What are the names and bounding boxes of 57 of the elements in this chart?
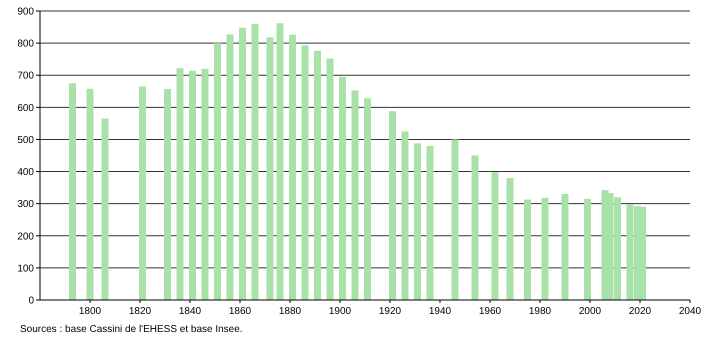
- x-tick-label: 1940: [428, 306, 452, 317]
- y-tick-label: 400: [17, 167, 34, 178]
- bar: [86, 88, 94, 300]
- x-tick-label: 1980: [528, 306, 552, 317]
- x-tick-label: 2020: [628, 306, 652, 317]
- bar: [302, 45, 308, 300]
- x-tick-label: 2040: [678, 306, 702, 317]
- x-tick-label: 1840: [178, 306, 202, 317]
- bar: [402, 131, 408, 300]
- y-tick-label: 700: [17, 70, 34, 82]
- bar: [426, 146, 434, 300]
- x-tick-label: 1960: [478, 306, 502, 317]
- bar: [214, 43, 221, 300]
- y-tick-label: 900: [17, 6, 34, 18]
- y-tick-label: 800: [17, 38, 34, 50]
- bar: [252, 24, 258, 300]
- bar: [472, 156, 478, 300]
- bar: [314, 50, 321, 300]
- x-tick-label: 1800: [78, 306, 102, 317]
- bar: [226, 34, 234, 300]
- x-tick-label: 1900: [328, 306, 352, 317]
- bar: [139, 86, 146, 300]
- y-tick-label: 0: [28, 296, 34, 306]
- bar: [69, 83, 76, 300]
- bar: [176, 68, 184, 300]
- bar: [102, 118, 108, 300]
- bar: [492, 172, 498, 300]
- bar: [266, 37, 274, 300]
- bar: [202, 68, 208, 300]
- bar: [562, 194, 568, 300]
- bar: [326, 58, 334, 300]
- bar: [389, 111, 396, 300]
- bar: [164, 89, 171, 300]
- y-tick-label: 200: [17, 231, 34, 242]
- x-tick-label: 1860: [228, 306, 252, 317]
- bar: [339, 76, 346, 300]
- bar: [414, 143, 421, 300]
- bar: [524, 199, 531, 300]
- bar: [542, 198, 548, 300]
- bar: [584, 198, 591, 300]
- bar: [352, 90, 358, 300]
- x-tick-label: 2000: [578, 306, 602, 317]
- bar: [239, 28, 246, 300]
- source-note: Sources : base Cassini de l'EHESS et base Insee.: [20, 324, 243, 335]
- y-tick-label: 500: [17, 134, 34, 146]
- bar: [452, 139, 458, 300]
- x-tick-label: 1880: [278, 306, 302, 317]
- bar: [276, 23, 284, 300]
- y-tick-label: 300: [17, 199, 34, 210]
- x-tick-label: 1820: [128, 306, 152, 317]
- bar: [364, 98, 371, 300]
- x-tick-label: 1920: [378, 306, 402, 317]
- bar: [189, 70, 196, 300]
- y-tick-label: 600: [17, 102, 34, 114]
- bar: [289, 34, 296, 300]
- y-tick-label: 100: [17, 263, 34, 274]
- bar: [506, 178, 514, 300]
